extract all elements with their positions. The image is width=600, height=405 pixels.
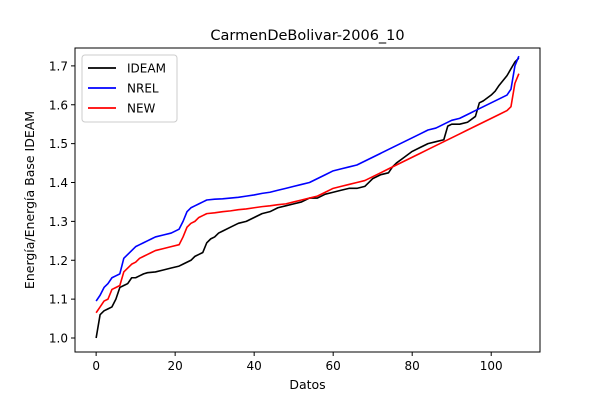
y-axis-title: Energía/Energía Base IDEAM xyxy=(22,111,37,289)
x-axis-ticks: 0 20 40 60 80 100 xyxy=(92,352,503,373)
y-tick-label: 1.6 xyxy=(49,98,68,112)
x-tick-label: 20 xyxy=(168,359,183,373)
series-line-nrel xyxy=(95,55,520,302)
chart-title: CarmenDeBolivar-2006_10 xyxy=(210,28,404,44)
series-line-new xyxy=(95,73,520,314)
legend-label-nrel: NREL xyxy=(127,82,159,96)
y-tick-label: 1.7 xyxy=(49,59,68,73)
y-tick-label: 1.3 xyxy=(49,215,68,229)
x-tick-label: 60 xyxy=(326,359,341,373)
series-layer xyxy=(95,55,520,339)
x-tick-label: 100 xyxy=(480,359,503,373)
y-tick-label: 1.5 xyxy=(49,137,68,151)
y-tick-label: 1.4 xyxy=(49,176,68,190)
y-axis-ticks: 1.0 1.1 1.2 1.3 1.4 1.5 1.6 1.7 xyxy=(49,59,75,346)
x-tick-label: 40 xyxy=(247,359,262,373)
x-tick-label: 0 xyxy=(92,359,100,373)
legend-label-new: NEW xyxy=(127,102,156,116)
y-tick-label: 1.0 xyxy=(49,332,68,346)
legend-label-ideam: IDEAM xyxy=(127,62,166,76)
x-tick-label: 80 xyxy=(405,359,420,373)
series-line-ideam xyxy=(95,57,520,339)
y-tick-label: 1.1 xyxy=(49,293,68,307)
axes-frame xyxy=(74,47,541,353)
x-axis-title: Datos xyxy=(289,377,325,392)
legend: IDEAM NREL NEW xyxy=(81,54,178,123)
y-tick-label: 1.2 xyxy=(49,254,68,268)
legend-box xyxy=(81,54,178,123)
